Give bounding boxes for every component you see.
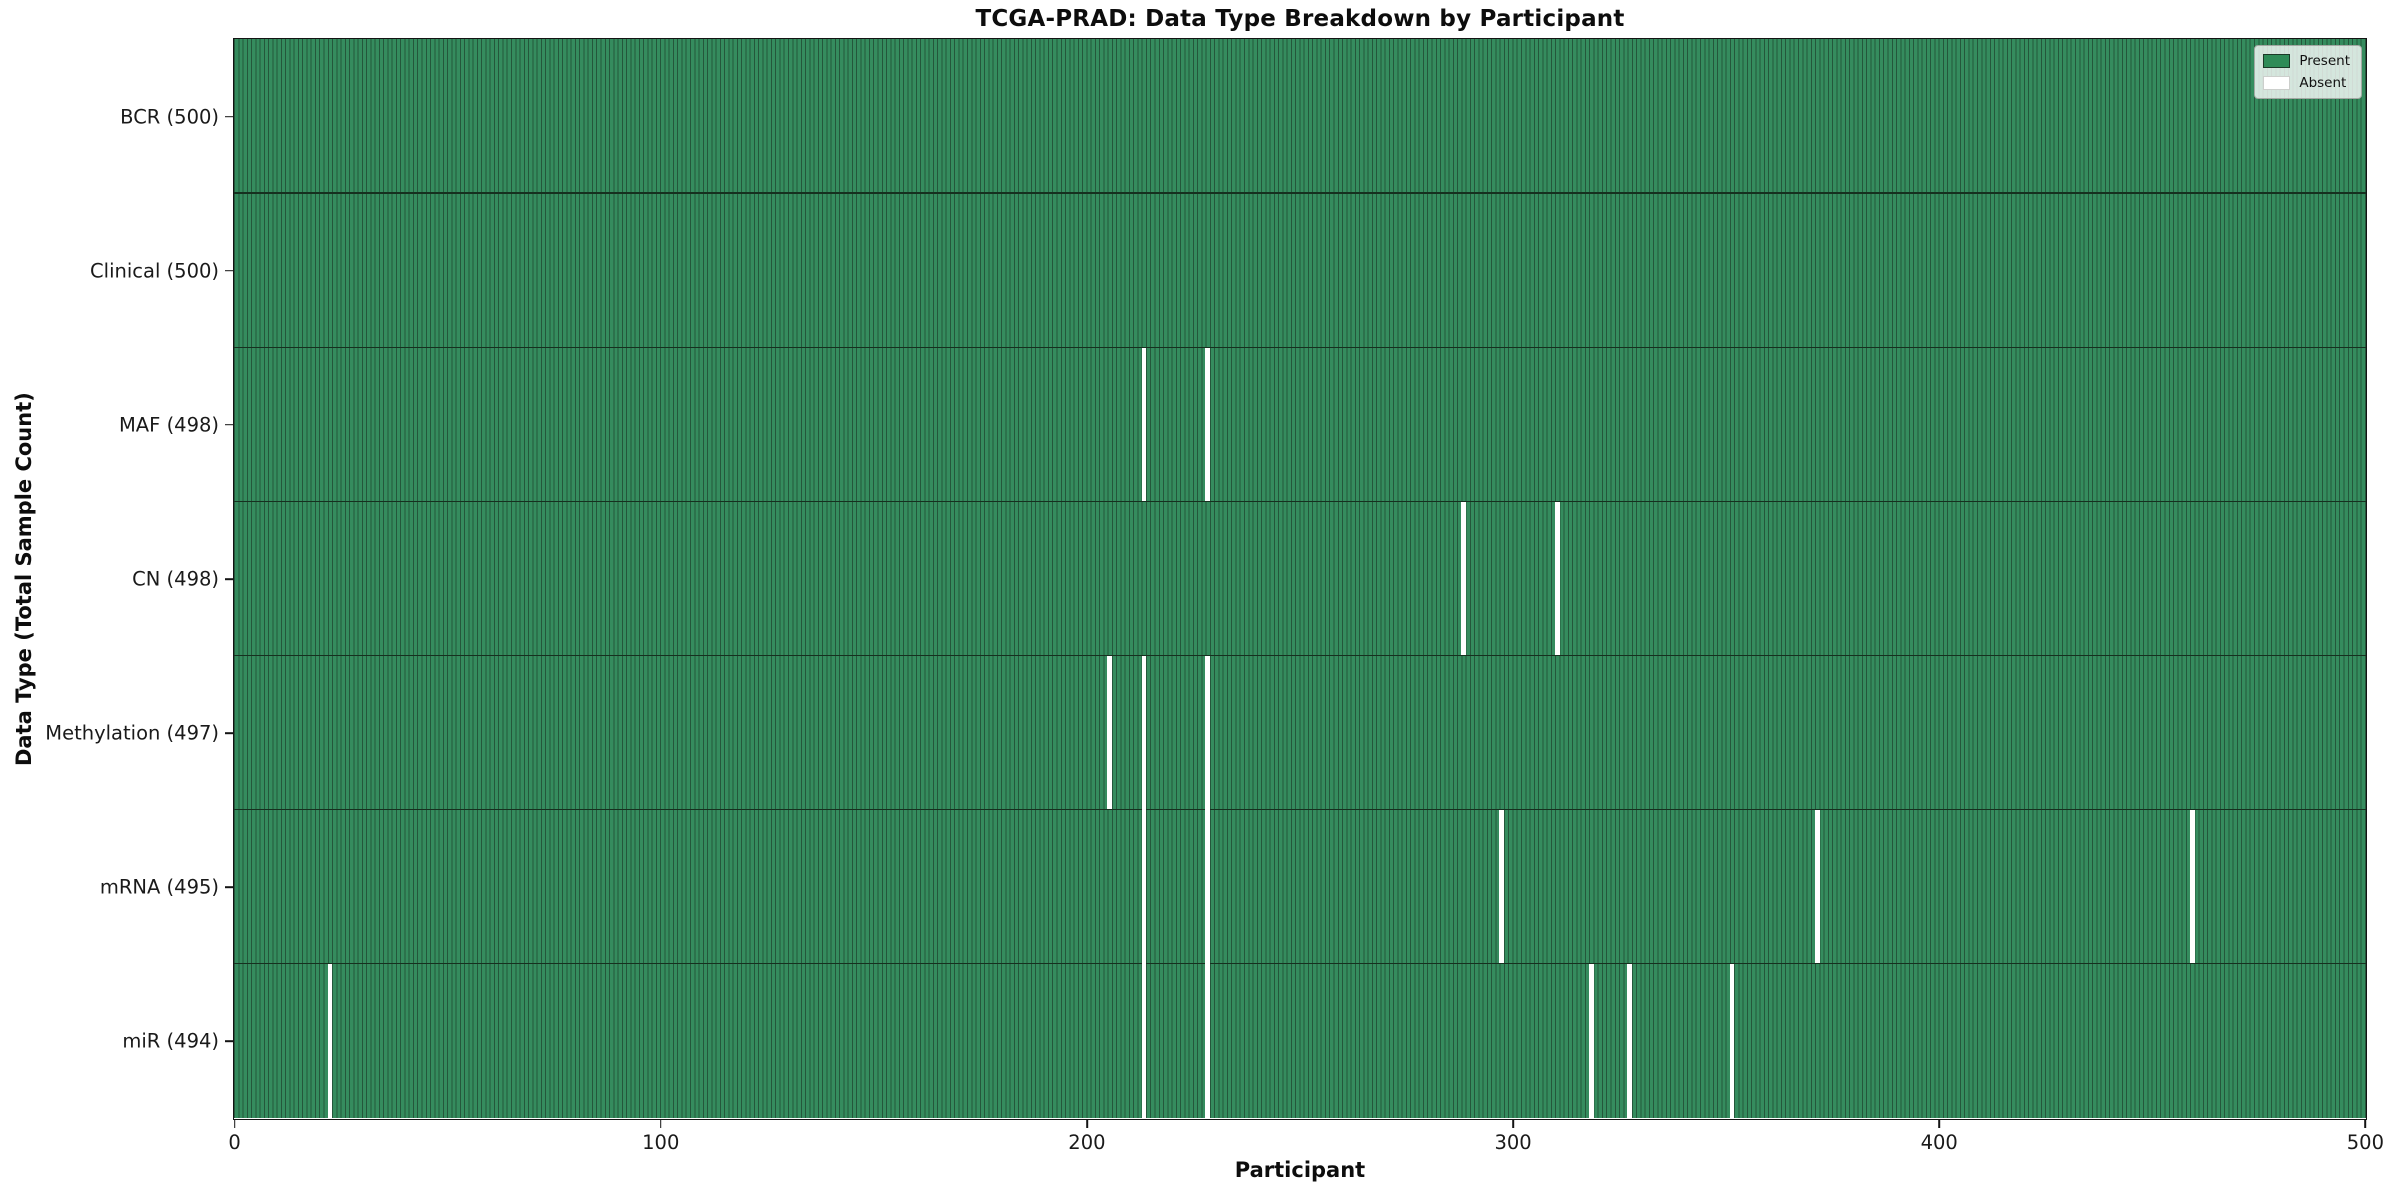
legend-item-present: Present: [2263, 53, 2350, 69]
absent-marker-miR-327: [1627, 964, 1632, 1118]
y-tick-mark: [225, 269, 233, 272]
x-tick-mark: [1512, 1120, 1514, 1128]
y-tick-label-Clinical: Clinical (500): [90, 259, 219, 283]
heatmap-row-mRNA: [234, 809, 2366, 964]
absent-marker-mRNA-459: [2189, 810, 2195, 963]
legend: Present Absent: [2254, 45, 2362, 99]
y-tick-label-CN: CN (498): [132, 567, 219, 591]
x-axis-label: Participant: [1234, 1158, 1366, 1182]
absent-marker-miR-228: [1205, 964, 1211, 1118]
y-tick-label-MAF: MAF (498): [118, 413, 219, 437]
heatmap-row-Methylation: [234, 655, 2366, 810]
x-tick-label-0: 0: [228, 1131, 241, 1154]
y-tick-label-mRNA: mRNA (495): [99, 875, 219, 899]
y-axis-label: Data Type (Total Sample Count): [12, 392, 36, 766]
absent-marker-miR-22: [327, 964, 333, 1118]
x-tick-mark: [2364, 1120, 2367, 1128]
y-tick-mark: [225, 1040, 233, 1043]
legend-label-absent: Absent: [2299, 75, 2347, 91]
y-tick-mark: [225, 886, 233, 889]
x-tick-label-500: 500: [2346, 1131, 2385, 1154]
legend-swatch-present: [2263, 54, 2291, 68]
row-separator: [234, 346, 2366, 348]
y-tick-mark: [225, 732, 233, 734]
x-tick-mark: [1938, 1120, 1941, 1128]
row-separator: [234, 808, 2366, 811]
y-tick-mark: [225, 115, 233, 118]
y-tick-label-BCR: BCR (500): [120, 105, 219, 129]
y-tick-label-Methylation: Methylation (497): [45, 721, 219, 745]
legend-item-absent: Absent: [2263, 75, 2350, 91]
row-separator: [234, 962, 2366, 965]
x-tick-label-200: 200: [1068, 1131, 1106, 1154]
absent-marker-mRNA-297: [1499, 810, 1505, 963]
heatmap-row-BCR: [234, 39, 2366, 194]
absent-marker-CN-310: [1554, 502, 1560, 655]
legend-label-present: Present: [2299, 53, 2350, 69]
y-tick-mark: [225, 424, 233, 426]
chart-title: TCGA-PRAD: Data Type Breakdown by Partic…: [975, 6, 1625, 32]
x-tick-label-400: 400: [1920, 1131, 1958, 1154]
heatmap-row-miR: [234, 963, 2366, 1118]
absent-marker-mRNA-371: [1814, 810, 1820, 963]
absent-marker-MAF-213: [1141, 347, 1147, 501]
legend-swatch-absent: [2263, 76, 2291, 90]
x-tick-mark: [1086, 1120, 1088, 1128]
plot-area: Present Absent: [233, 38, 2367, 1120]
absent-marker-mRNA-228: [1205, 810, 1211, 965]
x-tick-label-100: 100: [642, 1131, 680, 1154]
row-separator: [234, 654, 2366, 657]
x-tick-mark: [233, 1120, 236, 1128]
x-tick-label-300: 300: [1494, 1131, 1532, 1154]
absent-marker-Methylation-205: [1107, 656, 1113, 809]
row-separator: [234, 192, 2366, 194]
row-separator: [234, 500, 2366, 503]
absent-marker-mRNA-213: [1141, 810, 1147, 965]
heatmap-row-CN: [234, 501, 2366, 656]
absent-marker-miR-351: [1729, 964, 1735, 1118]
absent-marker-miR-318: [1588, 964, 1594, 1118]
heatmap-row-MAF: [234, 347, 2366, 502]
absent-marker-MAF-228: [1205, 347, 1211, 501]
y-tick-mark: [225, 578, 233, 580]
absent-marker-CN-288: [1461, 502, 1466, 655]
heatmap-row-Clinical: [234, 193, 2366, 348]
x-tick-mark: [659, 1120, 662, 1128]
absent-marker-Methylation-228: [1205, 656, 1211, 811]
absent-marker-Methylation-213: [1141, 656, 1147, 811]
y-tick-label-miR: miR (494): [122, 1029, 219, 1053]
absent-marker-miR-213: [1141, 964, 1147, 1118]
